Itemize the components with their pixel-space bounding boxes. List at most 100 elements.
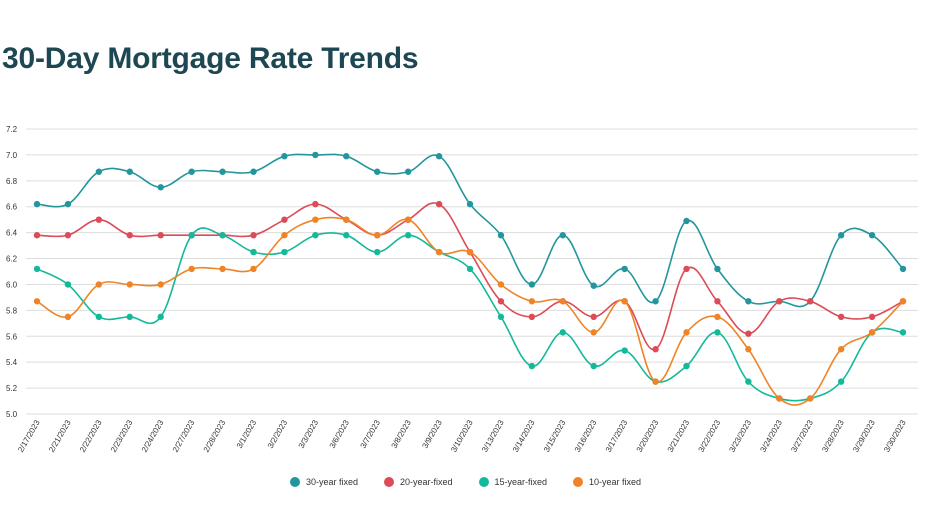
data-point-10-year-fixed <box>157 281 164 288</box>
data-point-10-year-fixed <box>497 281 505 288</box>
data-point-10-year-fixed <box>466 248 474 256</box>
y-tick-label: 6.8 <box>6 177 18 186</box>
legend-label: 30-year fixed <box>305 477 358 487</box>
data-point-10-year-fixed <box>435 248 443 256</box>
legend-item-30-year-fixed: 30-year fixed <box>289 477 358 487</box>
y-tick-label: 7.0 <box>6 151 18 160</box>
series-line-20-year-fixed <box>36 202 904 351</box>
data-point-20-year-fixed <box>590 313 597 321</box>
data-point-10-year-fixed <box>652 378 659 385</box>
data-point-10-year-fixed <box>899 298 907 305</box>
series-line-30-year-fixed <box>36 153 904 308</box>
data-point-20-year-fixed <box>64 232 72 239</box>
chart-legend: 30-year fixed 20-year-fixed 15-year-fixed 1… <box>0 477 931 487</box>
series-lines <box>36 153 904 406</box>
data-point-10-year-fixed <box>528 298 536 305</box>
data-point-20-year-fixed <box>528 313 536 321</box>
data-point-10-year-fixed <box>807 395 814 402</box>
data-point-15-year-fixed <box>590 362 597 370</box>
data-point-20-year-fixed <box>745 330 752 337</box>
data-point-30-year-fixed <box>868 232 876 239</box>
data-point-15-year-fixed <box>126 313 133 321</box>
data-point-30-year-fixed <box>621 265 628 273</box>
data-point-15-year-fixed <box>497 313 505 321</box>
data-point-15-year-fixed <box>683 362 690 370</box>
chart-title: 30-Day Mortgage Rate Trends <box>2 42 419 75</box>
y-tick-label: 5.4 <box>6 358 18 367</box>
data-point-10-year-fixed <box>621 298 628 305</box>
legend-item-15-year-fixed: 15-year-fixed <box>478 477 547 487</box>
data-point-10-year-fixed <box>281 232 288 239</box>
data-point-10-year-fixed <box>714 313 721 321</box>
data-point-15-year-fixed <box>33 265 41 273</box>
x-tick-label: 3/14/2023 <box>511 418 537 454</box>
data-point-30-year-fixed <box>157 184 164 191</box>
data-point-30-year-fixed <box>126 168 133 175</box>
data-point-30-year-fixed <box>95 168 103 175</box>
data-point-20-year-fixed <box>312 200 319 208</box>
legend-label: 10-year fixed <box>589 477 642 487</box>
data-point-10-year-fixed <box>188 265 195 273</box>
data-point-15-year-fixed <box>404 232 412 239</box>
data-point-30-year-fixed <box>590 282 597 289</box>
x-tick-label: 3/3/2023 <box>297 418 321 450</box>
data-point-20-year-fixed <box>652 346 659 353</box>
x-tick-label: 3/10/2023 <box>449 418 475 454</box>
x-tick-label: 3/13/2023 <box>480 418 506 454</box>
x-tick-label: 3/2/2023 <box>266 418 290 450</box>
data-point-30-year-fixed <box>188 168 195 175</box>
legend-label: 20-year-fixed <box>399 477 453 487</box>
x-axis-tick-labels: 2/17/2023 2/21/2023 2/22/2023 2/23/2023 2/24… <box>16 418 908 454</box>
data-point-20-year-fixed <box>281 216 288 223</box>
x-tick-label: 3/27/2023 <box>789 418 815 454</box>
x-tick-label: 3/15/2023 <box>542 418 568 454</box>
data-point-30-year-fixed <box>64 200 72 208</box>
data-point-30-year-fixed <box>745 298 752 305</box>
x-tick-label: 2/28/2023 <box>202 418 228 454</box>
data-point-30-year-fixed <box>404 168 412 175</box>
data-point-15-year-fixed <box>157 313 164 321</box>
x-tick-label: 3/20/2023 <box>635 418 661 454</box>
y-tick-label: 5.8 <box>6 306 18 315</box>
x-tick-label: 2/17/2023 <box>16 418 42 454</box>
data-point-30-year-fixed <box>497 232 505 239</box>
data-point-20-year-fixed <box>807 298 814 305</box>
x-tick-label: 2/27/2023 <box>171 418 197 454</box>
data-point-10-year-fixed <box>33 298 41 305</box>
data-point-10-year-fixed <box>374 232 381 239</box>
data-point-30-year-fixed <box>250 168 257 175</box>
legend-marker <box>289 477 300 487</box>
y-tick-label: 5.2 <box>6 384 18 393</box>
y-tick-label: 6.4 <box>6 229 18 238</box>
data-point-10-year-fixed <box>343 216 350 223</box>
data-point-15-year-fixed <box>745 378 752 385</box>
x-tick-label: 3/1/2023 <box>235 418 259 450</box>
data-point-20-year-fixed <box>497 298 505 305</box>
y-tick-label: 6.0 <box>6 280 18 289</box>
x-tick-label: 3/22/2023 <box>697 418 723 454</box>
data-point-10-year-fixed <box>126 281 133 288</box>
data-point-30-year-fixed <box>683 217 690 225</box>
x-tick-label: 3/7/2023 <box>359 418 383 450</box>
data-point-15-year-fixed <box>250 248 257 256</box>
data-point-15-year-fixed <box>621 347 628 354</box>
data-point-10-year-fixed <box>590 329 597 336</box>
data-point-15-year-fixed <box>374 248 381 256</box>
x-tick-label: 3/16/2023 <box>573 418 599 454</box>
data-point-15-year-fixed <box>95 313 103 321</box>
data-point-10-year-fixed <box>776 395 783 402</box>
data-point-30-year-fixed <box>374 168 381 175</box>
data-point-30-year-fixed <box>899 265 907 273</box>
data-point-30-year-fixed <box>714 265 721 273</box>
y-tick-label: 7.2 <box>6 125 18 134</box>
y-axis-tick-labels: 7.2 7.0 6.8 6.6 6.4 6.2 6.0 5.8 5.6 5.4 5.2 5.0 <box>6 125 18 419</box>
data-point-10-year-fixed <box>559 298 566 305</box>
data-point-15-year-fixed <box>188 232 195 239</box>
series-line-10-year-fixed <box>36 216 904 406</box>
data-point-30-year-fixed <box>343 153 350 160</box>
legend-item-10-year-fixed: 10-year fixed <box>573 477 641 487</box>
data-point-15-year-fixed <box>281 248 288 256</box>
data-point-30-year-fixed <box>528 281 536 288</box>
data-point-30-year-fixed <box>219 168 226 175</box>
